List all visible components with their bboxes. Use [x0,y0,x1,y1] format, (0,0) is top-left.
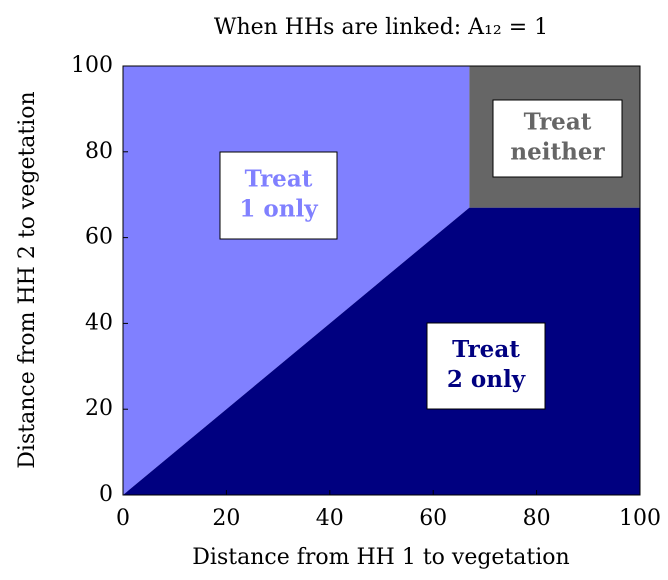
y-tick-label: 60 [85,225,113,250]
region [123,207,640,495]
x-tick-label: 0 [116,506,130,531]
x-tick-label: 80 [523,506,551,531]
y-tick-label: 40 [85,310,113,335]
region-label: Treat [245,166,313,193]
label-box [492,99,623,178]
region-label: neither [510,139,605,166]
region-label: Treat [524,109,592,136]
region-label: 1 only [239,196,318,223]
x-tick-label: 100 [619,506,661,531]
y-tick-label: 80 [85,139,113,164]
label-box [426,322,546,410]
plot-frame [122,65,641,496]
y-axis-label: Distance from HH 2 to vegetation [15,91,40,468]
chart-title: When HHs are linked: A₁₂ = 1 [214,15,548,40]
y-tick-label: 0 [99,482,113,507]
x-tick-label: 20 [212,506,240,531]
label-box [219,151,338,240]
region [123,66,470,495]
y-tick-label: 100 [71,53,113,78]
y-tick-label: 20 [85,396,113,421]
x-axis-label: Distance from HH 1 to vegetation [192,545,569,570]
region-label: Treat [452,336,520,363]
x-tick-label: 40 [316,506,344,531]
x-tick-label: 60 [419,506,447,531]
region-label: 2 only [447,366,526,393]
